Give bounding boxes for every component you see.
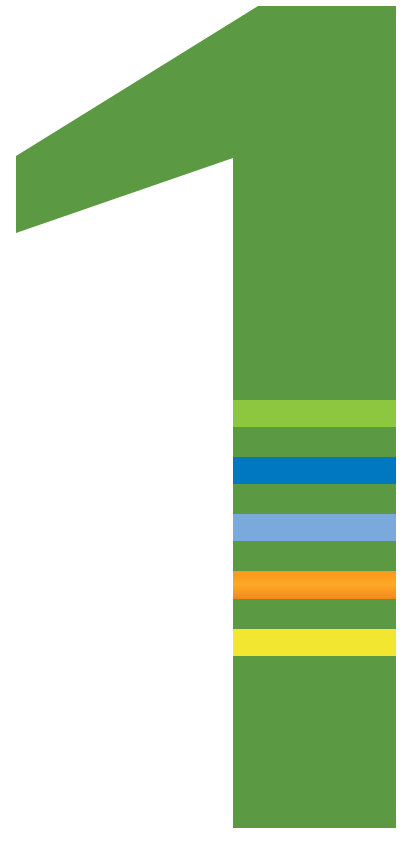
stripe-yellow	[233, 629, 396, 656]
stripe-lime	[233, 400, 396, 427]
stripe-orange	[233, 571, 396, 599]
numeral-one-shape	[16, 6, 396, 828]
stripe-blue	[233, 457, 396, 484]
stripe-light-blue	[233, 514, 396, 541]
